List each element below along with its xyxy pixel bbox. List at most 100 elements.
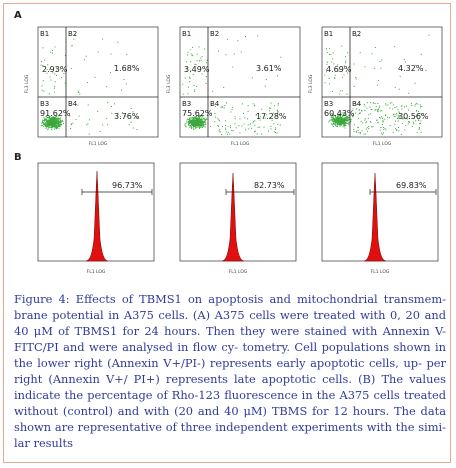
event-dot	[389, 107, 391, 109]
x-axis-label: FL1 LOG	[229, 269, 248, 275]
event-dot	[341, 112, 343, 114]
event-dot	[358, 109, 360, 111]
event-dot	[52, 116, 54, 118]
event-dot	[415, 102, 417, 104]
event-dot	[194, 116, 196, 118]
event-dot	[332, 121, 334, 123]
event-dot	[197, 118, 199, 120]
event-dot	[379, 60, 381, 62]
event-dot	[190, 120, 192, 122]
event-dot	[420, 131, 422, 133]
event-dot	[132, 127, 134, 129]
event-dot	[364, 66, 366, 68]
event-dot	[371, 108, 373, 110]
event-dot	[406, 118, 408, 120]
event-dot	[225, 129, 227, 131]
event-dot	[404, 129, 406, 131]
event-dot	[375, 109, 377, 111]
event-dot	[136, 117, 138, 119]
event-dot	[193, 119, 195, 121]
event-dot	[42, 123, 44, 125]
scatter-dots	[182, 35, 282, 135]
event-dot	[200, 122, 202, 124]
event-dot	[56, 124, 58, 126]
event-dot	[191, 55, 193, 57]
event-dot	[193, 129, 195, 131]
event-dot	[393, 113, 395, 115]
event-dot	[359, 52, 361, 54]
event-dot	[56, 121, 58, 123]
event-dot	[341, 123, 343, 125]
event-dot	[421, 106, 423, 108]
event-dot	[355, 112, 357, 114]
event-dot	[336, 119, 338, 121]
event-dot	[380, 127, 382, 128]
event-dot	[63, 123, 64, 125]
event-dot	[381, 133, 383, 135]
event-dot	[407, 121, 409, 123]
event-dot	[49, 123, 51, 125]
event-dot	[130, 108, 132, 109]
event-dot	[346, 93, 348, 95]
event-dot	[194, 125, 196, 127]
event-dot	[219, 120, 220, 122]
event-dot	[57, 124, 59, 126]
event-dot	[368, 126, 370, 127]
event-dot	[49, 116, 50, 117]
event-dot	[45, 122, 47, 124]
event-dot	[130, 121, 132, 123]
event-dot	[227, 126, 229, 127]
event-dot	[261, 133, 263, 135]
event-dot	[56, 74, 57, 76]
event-dot	[331, 113, 333, 115]
event-dot	[194, 122, 196, 124]
event-dot	[345, 118, 347, 120]
event-dot	[396, 113, 398, 115]
event-dot	[374, 103, 376, 104]
event-dot	[42, 80, 44, 82]
event-dot	[185, 125, 186, 127]
event-dot	[398, 115, 400, 117]
event-dot	[182, 93, 184, 95]
event-dot	[380, 67, 382, 69]
event-dot	[202, 117, 204, 119]
event-dot	[334, 120, 336, 122]
event-dot	[345, 116, 347, 118]
event-dot	[187, 51, 189, 53]
event-dot	[344, 114, 346, 116]
event-dot	[192, 46, 194, 48]
event-dot	[53, 118, 55, 120]
event-dot	[199, 115, 201, 117]
event-dot	[248, 128, 250, 130]
event-dot	[346, 122, 348, 124]
event-dot	[340, 117, 342, 119]
event-dot	[188, 122, 190, 124]
event-dot	[59, 122, 60, 124]
plot-box	[179, 162, 297, 262]
event-dot	[69, 115, 71, 117]
event-dot	[253, 131, 255, 133]
y-axis-label: FL3 LOG	[166, 74, 172, 93]
event-dot	[50, 124, 52, 126]
event-dot	[389, 102, 391, 104]
upper-right-percent: 4.32%	[398, 64, 424, 73]
event-dot	[357, 126, 359, 128]
event-dot	[191, 124, 193, 125]
event-dot	[365, 122, 367, 124]
event-dot	[229, 127, 231, 129]
event-dot	[418, 110, 420, 112]
event-dot	[189, 118, 190, 120]
event-dot	[200, 59, 202, 61]
event-dot	[380, 110, 382, 112]
event-dot	[45, 123, 47, 125]
event-dot	[241, 125, 243, 127]
histogram-peak	[363, 172, 387, 262]
panel-b-histogram-3: 69.83% FL1 LOG	[321, 162, 439, 275]
event-dot	[52, 50, 53, 52]
event-dot	[193, 125, 195, 127]
event-dot	[349, 122, 350, 124]
event-dot	[377, 110, 379, 112]
event-dot	[55, 117, 57, 119]
event-dot	[346, 118, 348, 119]
event-dot	[337, 117, 338, 119]
